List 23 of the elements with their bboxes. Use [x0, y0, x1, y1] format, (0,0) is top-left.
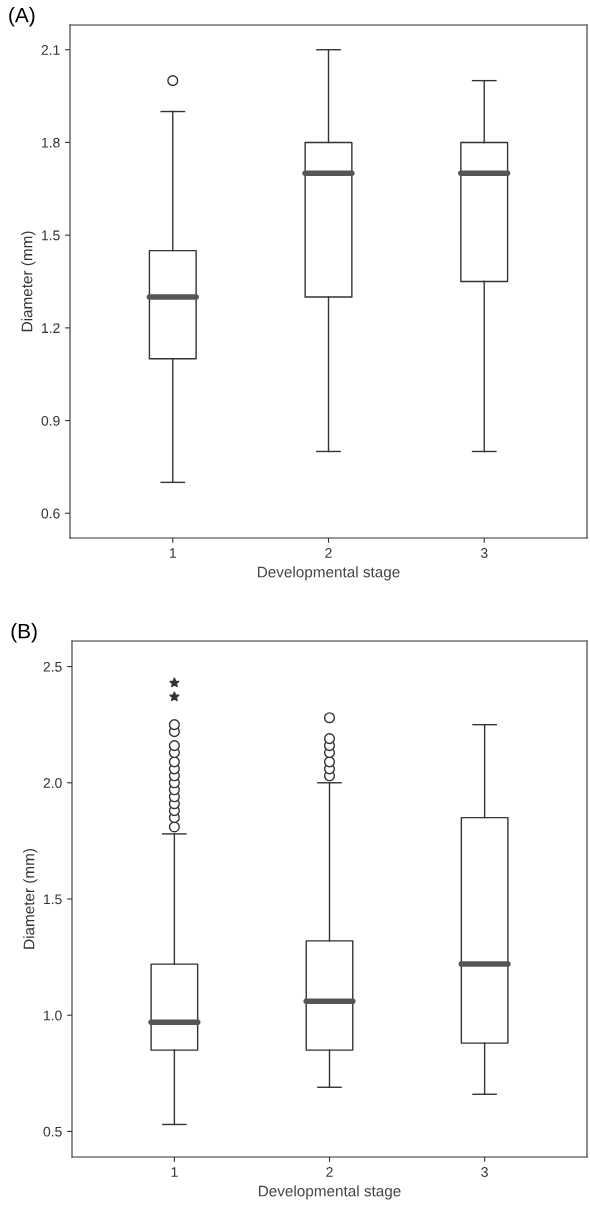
- y-tick-label: 1.5: [42, 230, 60, 241]
- y-tick-label: 2.0: [43, 778, 62, 788]
- y-tick-label: 0.6: [41, 508, 60, 519]
- y-tick-label: 0.5: [43, 1126, 62, 1137]
- y-tick-label: 1.0: [44, 1010, 62, 1021]
- y-tick-label: 1.8: [42, 137, 60, 148]
- y-tick-label: 0.9: [41, 415, 60, 426]
- chart-title: (B): [11, 623, 37, 643]
- chart-title: (A): [9, 7, 35, 27]
- x-tick-label: 1: [171, 1167, 178, 1177]
- y-tick-label: 2.5: [43, 661, 62, 672]
- x-tick-label: 2: [325, 548, 332, 558]
- y-tick-label: 1.2: [42, 323, 60, 333]
- x-tick-label: 3: [481, 1167, 488, 1177]
- x-tick-label: 3: [480, 548, 488, 558]
- x-tick-label: 1: [169, 548, 176, 558]
- x-axis-title: Developmental stage: [258, 1185, 401, 1200]
- x-axis-title: Developmental stage: [257, 566, 400, 581]
- y-axis-title: Diameter (mm): [23, 849, 38, 949]
- y-tick-label: 1.5: [44, 894, 62, 905]
- x-tick-label: 2: [326, 1167, 333, 1177]
- y-tick-label: 2.1: [41, 45, 60, 55]
- y-axis-title: Diameter (mm): [21, 231, 36, 332]
